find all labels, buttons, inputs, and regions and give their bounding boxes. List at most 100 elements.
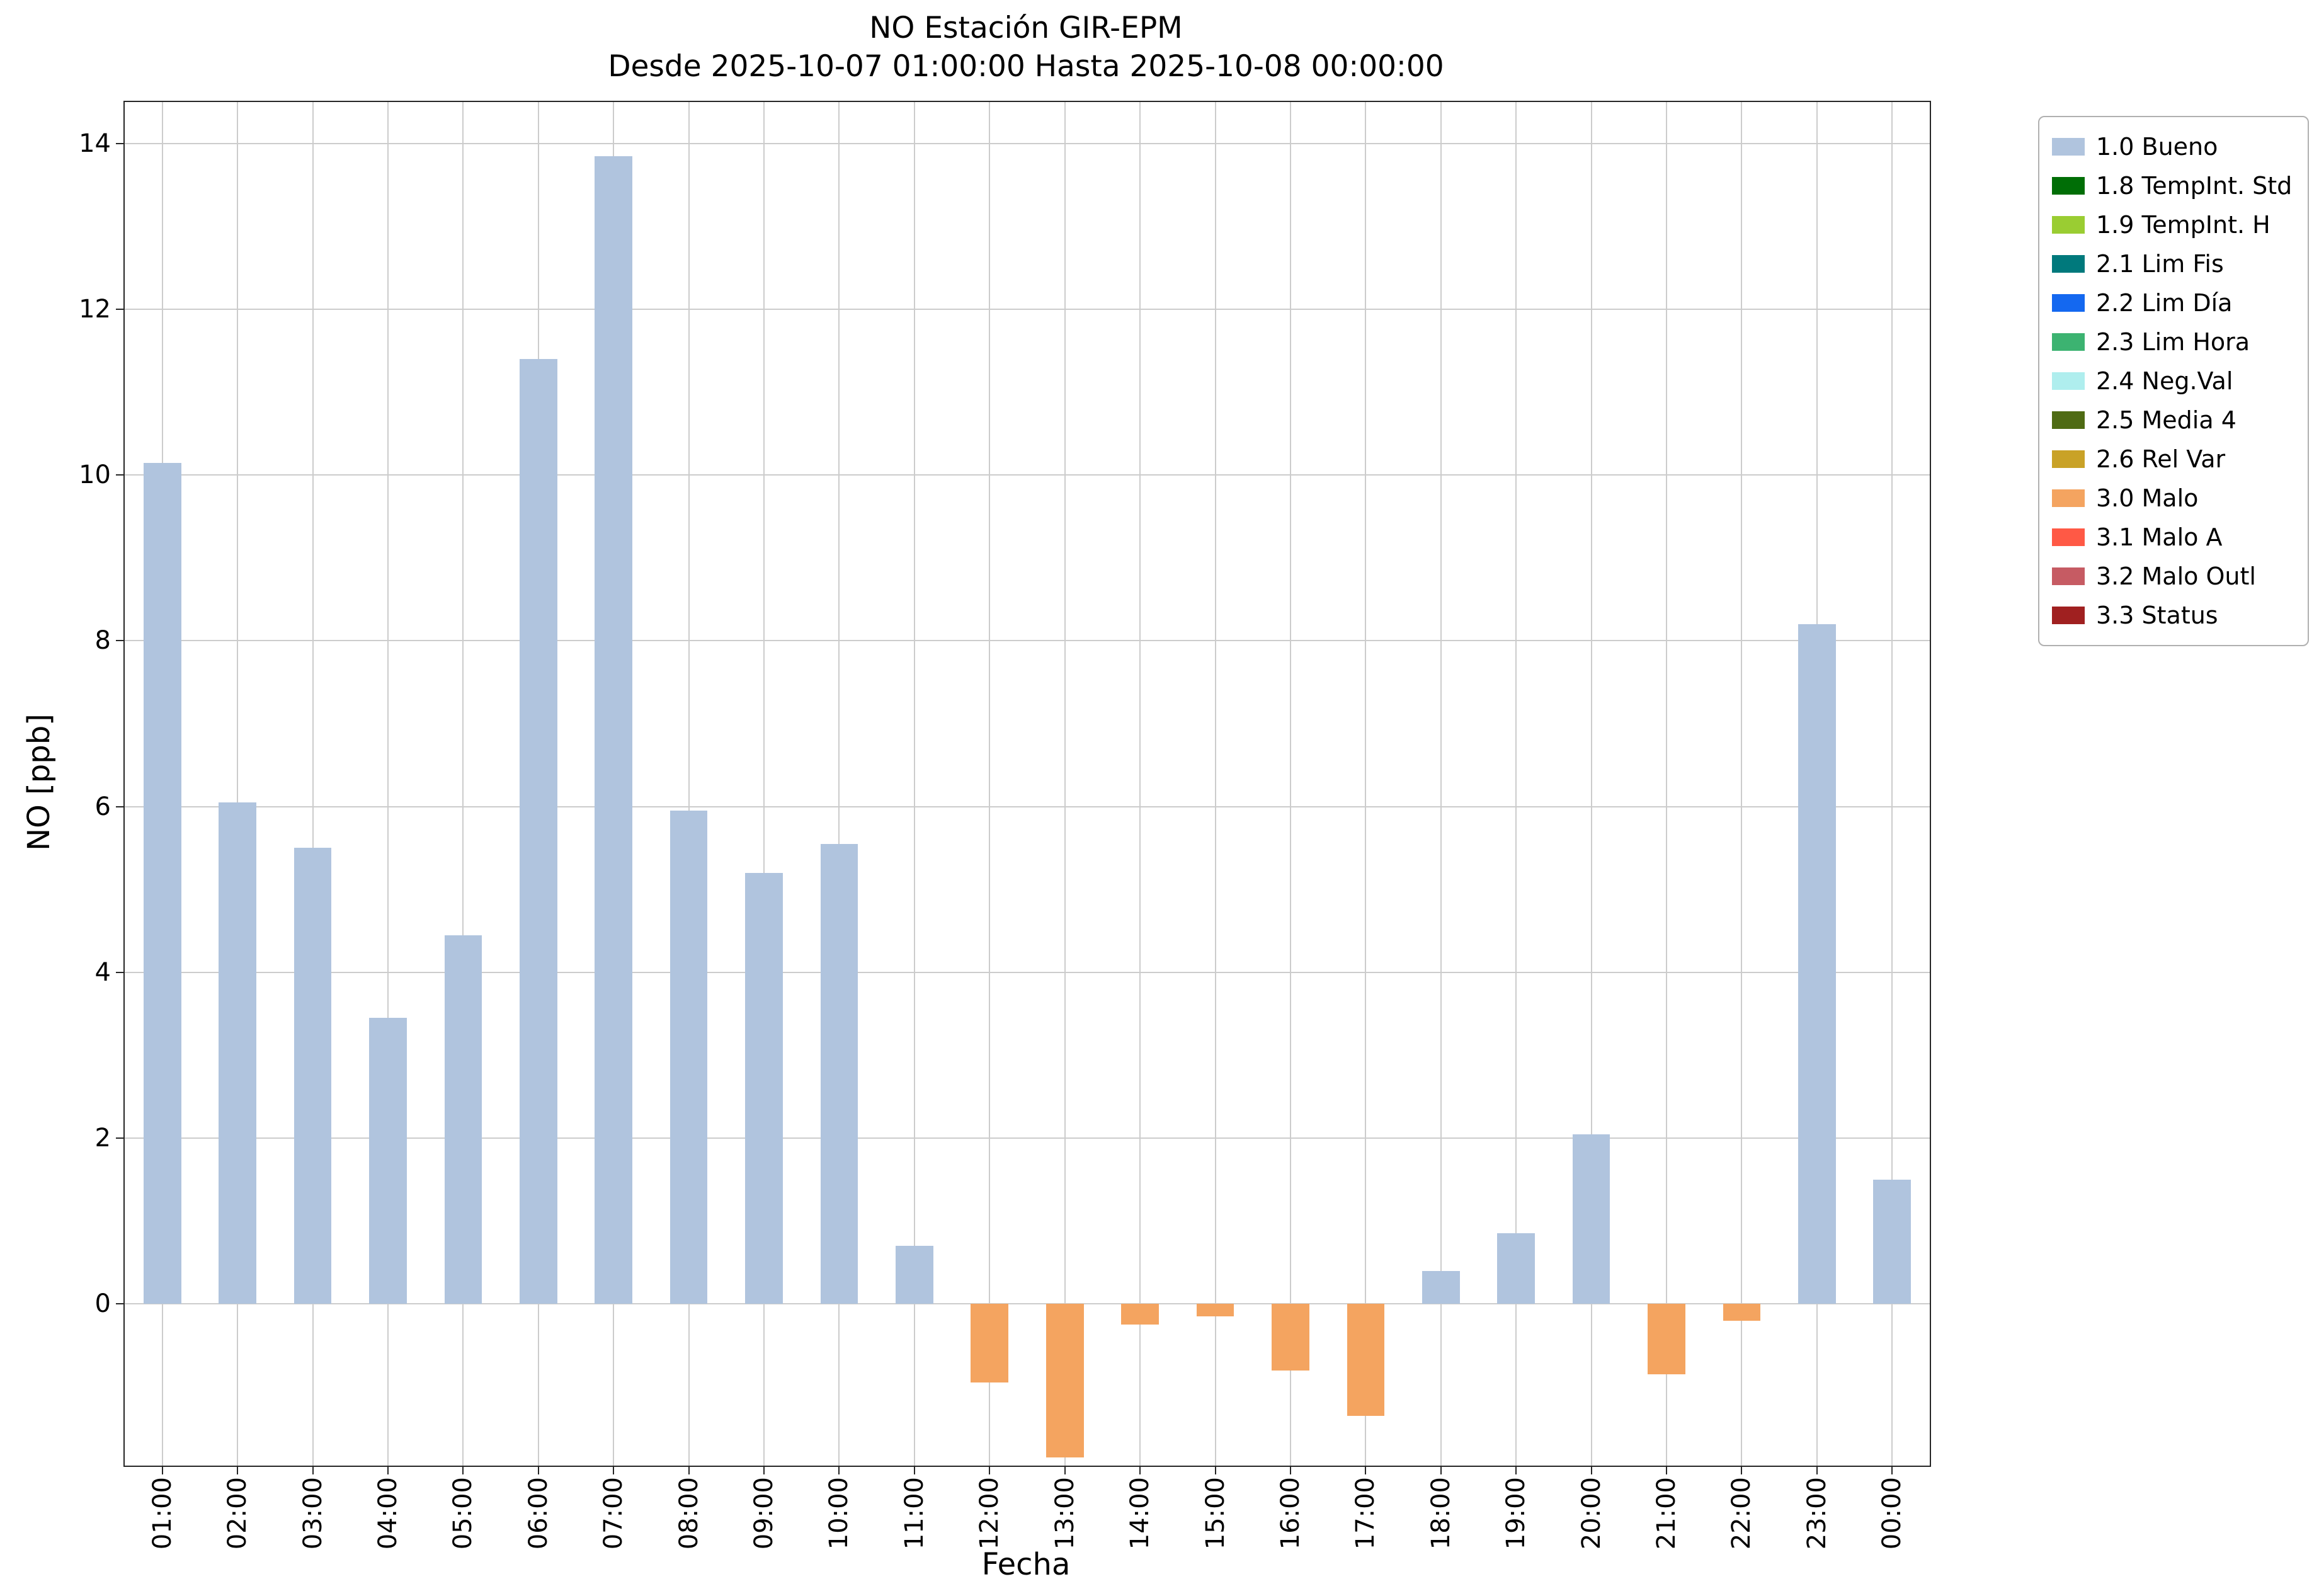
x-gridline [1666, 102, 1668, 1466]
chart-title: NO Estación GIR-EPM [869, 11, 1183, 45]
x-gridline [1214, 102, 1216, 1466]
y-gridline [125, 474, 1930, 476]
legend-item: 3.2 Malo Outl [2052, 557, 2295, 596]
legend-item: 2.6 Rel Var [2052, 440, 2295, 479]
bar [1347, 1304, 1385, 1416]
legend-label: 2.5 Media 4 [2096, 406, 2236, 434]
x-tick-label: 01:00 [147, 1477, 177, 1550]
legend-swatch [2052, 294, 2085, 312]
x-gridline [1289, 102, 1291, 1466]
legend-label: 3.3 Status [2096, 601, 2218, 629]
legend-label: 3.1 Malo A [2096, 523, 2223, 551]
y-axis-label: NO [ppb] [21, 714, 57, 851]
x-gridline [1365, 102, 1367, 1466]
legend-swatch [2052, 333, 2085, 351]
legend-swatch [2052, 450, 2085, 468]
y-tick-label: 12 [79, 295, 111, 324]
x-tick-mark [312, 1466, 314, 1474]
bar [1196, 1304, 1234, 1317]
legend-item: 2.2 Lim Día [2052, 283, 2295, 322]
legend-swatch [2052, 567, 2085, 585]
x-tick-label: 05:00 [448, 1477, 478, 1550]
x-tick-mark [537, 1466, 539, 1474]
x-tick-mark [989, 1466, 991, 1474]
y-tick-label: 6 [94, 792, 111, 821]
x-gridline [1590, 102, 1592, 1466]
legend-swatch [2052, 255, 2085, 273]
x-tick-label: 08:00 [674, 1477, 704, 1550]
legend-label: 2.3 Lim Hora [2096, 328, 2250, 356]
y-tick-mark [116, 474, 125, 476]
legend-item: 2.4 Neg.Val [2052, 362, 2295, 401]
bar [1422, 1270, 1460, 1304]
y-gridline [125, 309, 1930, 311]
x-tick-label: 16:00 [1275, 1477, 1305, 1550]
legend-item: 1.0 Bueno [2052, 127, 2295, 166]
x-gridline [237, 102, 239, 1466]
bar [1798, 624, 1836, 1304]
x-tick-mark [1515, 1466, 1517, 1474]
x-tick-mark [1139, 1466, 1141, 1474]
x-gridline [312, 102, 314, 1466]
bar [369, 1018, 407, 1304]
y-gridline [125, 1137, 1930, 1139]
y-tick-mark [116, 806, 125, 807]
x-tick-mark [1590, 1466, 1592, 1474]
y-gridline [125, 1303, 1930, 1305]
legend-item: 1.9 TempInt. H [2052, 205, 2295, 244]
x-tick-label: 13:00 [1050, 1477, 1080, 1550]
x-tick-mark [1816, 1466, 1818, 1474]
bar [293, 848, 332, 1304]
x-gridline [1139, 102, 1141, 1466]
bar [219, 802, 256, 1304]
legend-item: 2.1 Lim Fis [2052, 244, 2295, 283]
legend-label: 2.6 Rel Var [2096, 445, 2226, 473]
x-axis-label: Fecha [981, 1547, 1071, 1582]
bar [1572, 1134, 1610, 1304]
chart-title-block: NO Estación GIR-EPM Desde 2025-10-07 01:… [123, 9, 1929, 86]
x-gridline [1440, 102, 1442, 1466]
x-tick-label: 22:00 [1727, 1477, 1757, 1550]
x-tick-label: 07:00 [599, 1477, 629, 1550]
bar [1648, 1304, 1685, 1375]
x-tick-mark [913, 1466, 915, 1474]
x-gridline [1064, 102, 1066, 1466]
x-tick-label: 19:00 [1501, 1477, 1531, 1550]
legend-item: 2.3 Lim Hora [2052, 322, 2295, 362]
legend-item: 2.5 Media 4 [2052, 401, 2295, 440]
x-tick-label: 02:00 [223, 1477, 253, 1550]
x-gridline [763, 102, 765, 1466]
y-tick-label: 2 [94, 1124, 111, 1153]
x-tick-mark [1891, 1466, 1893, 1474]
x-tick-label: 04:00 [373, 1477, 402, 1550]
bar [1121, 1304, 1159, 1325]
x-tick-label: 23:00 [1802, 1477, 1832, 1550]
legend-label: 1.9 TempInt. H [2096, 211, 2271, 239]
plot-area: 0 2 4 6 8 10 12 14 01:00 02:00 03:00 04:00 05:00 06:0… [79, 101, 1931, 1549]
x-tick-mark [613, 1466, 615, 1474]
x-tick-mark [688, 1466, 690, 1474]
legend-item: 1.8 TempInt. Std [2052, 166, 2295, 205]
y-tick-mark [116, 142, 125, 144]
x-tick-label: 10:00 [824, 1477, 854, 1550]
x-tick-label: 15:00 [1200, 1477, 1230, 1550]
bar [143, 462, 181, 1304]
legend-label: 1.8 TempInt. Std [2096, 172, 2293, 200]
legend-label: 3.0 Malo [2096, 484, 2199, 512]
x-tick-label: 03:00 [298, 1477, 328, 1550]
legend-swatch [2052, 528, 2085, 546]
bar [971, 1304, 1009, 1383]
x-tick-mark [387, 1466, 389, 1474]
legend-label: 2.1 Lim Fis [2096, 250, 2224, 278]
x-tick-mark [1365, 1466, 1367, 1474]
y-tick-mark [116, 640, 125, 642]
y-tick-label: 10 [79, 460, 111, 490]
x-gridline [688, 102, 690, 1466]
x-tick-mark [161, 1466, 163, 1474]
y-tick-label: 14 [79, 128, 111, 158]
legend-item: 3.1 Malo A [2052, 518, 2295, 557]
bar [519, 358, 557, 1304]
bar [1497, 1233, 1536, 1304]
x-tick-label: 09:00 [749, 1477, 779, 1550]
bar [1873, 1179, 1912, 1304]
